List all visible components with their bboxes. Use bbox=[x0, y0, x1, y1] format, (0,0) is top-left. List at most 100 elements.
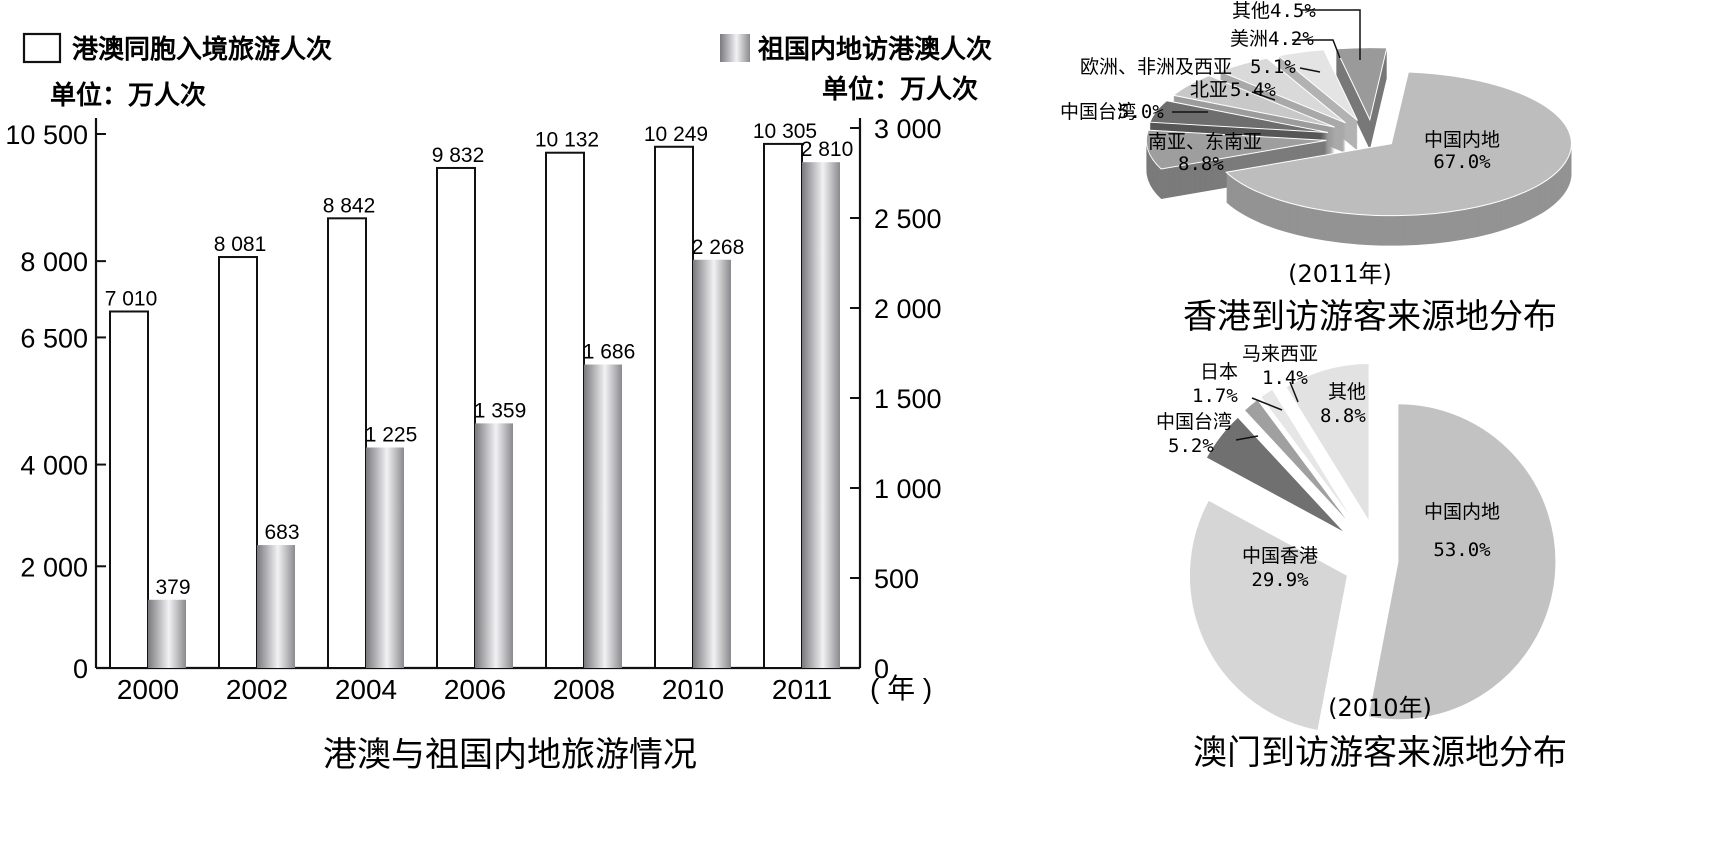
x-tick-label: 2011 bbox=[772, 674, 832, 705]
x-tick-label: 2008 bbox=[553, 674, 615, 705]
mo-label-japan: 日本 bbox=[1200, 361, 1238, 383]
x-tick-label: 2004 bbox=[335, 674, 397, 705]
right-tick-label: 500 bbox=[874, 564, 919, 594]
bar-series2 bbox=[693, 259, 731, 668]
hk-leader-north-asia bbox=[1251, 91, 1276, 101]
bar-series2 bbox=[366, 447, 404, 668]
bar-marks: 7 010 379 8 081 683 8 842 1 225 9 832 1 359 10 1… bbox=[105, 120, 854, 670]
hk-leader-europe bbox=[1299, 67, 1321, 73]
mo-pct-malaysia: 1.4% bbox=[1262, 367, 1308, 389]
hk-label-mainland: 中国内地 bbox=[1424, 129, 1500, 151]
mo-pct-other: 8.8% bbox=[1320, 405, 1366, 427]
bar-series1 bbox=[109, 310, 149, 669]
hk-slice bbox=[1218, 57, 1346, 124]
hk-slice bbox=[1225, 71, 1572, 217]
right-axis-ticks: 0 500 1 000 1 500 2 000 2 500 3 000 bbox=[850, 114, 942, 684]
right-tick-label: 0 bbox=[874, 654, 889, 684]
bar-chart-title: 港澳与祖国内地旅游情况 bbox=[323, 735, 697, 775]
x-unit-label: ( 年 ) bbox=[870, 673, 932, 704]
legend-label-series1: 港澳同胞入境旅游人次 bbox=[72, 34, 332, 65]
data-label-series2: 2 810 bbox=[801, 138, 854, 161]
data-label-series2: 1 359 bbox=[474, 399, 527, 422]
bar-chart: 港澳同胞入境旅游人次 单位：万人次 祖国内地访港澳人次 单位：万人次 0 2 00… bbox=[5, 32, 992, 775]
data-label-series1: 9 832 bbox=[432, 144, 485, 167]
data-label-series2: 2 268 bbox=[692, 236, 745, 259]
mo-leader-malaysia bbox=[1289, 381, 1299, 403]
mo-leader-taiwan bbox=[1235, 435, 1259, 441]
mo-slice bbox=[1367, 403, 1557, 721]
right-tick-label: 3 000 bbox=[874, 114, 942, 144]
mo-pct-hongkong: 29.9% bbox=[1251, 569, 1309, 591]
bar-series2 bbox=[148, 599, 186, 668]
left-axis-ticks: 0 2 000 4 000 6 500 8 000 10 500 bbox=[5, 120, 106, 684]
hk-slice bbox=[1172, 75, 1335, 128]
mo-pct-japan: 1.7% bbox=[1192, 385, 1238, 407]
mo-pie-subtitle: (2010年) bbox=[1328, 694, 1432, 722]
mo-pct-mainland: 53.0% bbox=[1433, 539, 1491, 561]
hk-pie-title: 香港到访游客来源地分布 bbox=[1183, 297, 1557, 337]
bar-series1 bbox=[218, 256, 258, 669]
left-tick-label: 2 000 bbox=[20, 552, 88, 582]
hk-pie-slices bbox=[1145, 47, 1572, 246]
mo-slice bbox=[1260, 388, 1356, 524]
hk-label-americas: 美洲 bbox=[1230, 28, 1268, 50]
hk-slice bbox=[1277, 49, 1358, 121]
right-tick-label: 1 500 bbox=[874, 384, 942, 414]
bar-series1 bbox=[654, 145, 694, 669]
unit-label-right: 单位：万人次 bbox=[822, 74, 978, 105]
hk-pct-north-asia: 5.4% bbox=[1230, 79, 1276, 101]
mo-leader-japan bbox=[1251, 397, 1283, 411]
unit-label-left: 单位：万人次 bbox=[50, 80, 206, 111]
bar-series1 bbox=[763, 142, 803, 670]
hk-pct-taiwan: 5.0% bbox=[1118, 101, 1164, 123]
left-tick-label: 6 500 bbox=[20, 323, 88, 353]
hk-label-south-asia: 南亚、东南亚 bbox=[1148, 131, 1262, 153]
hk-pct-americas: 4.2% bbox=[1268, 28, 1314, 50]
bar-series2 bbox=[475, 423, 513, 668]
hk-leader-other bbox=[1302, 9, 1361, 60]
hk-slice bbox=[1145, 129, 1327, 170]
x-axis-ticks: 2000 2002 2004 2006 2008 2010 2011 bbox=[117, 674, 832, 705]
x-tick-label: 2002 bbox=[226, 674, 288, 705]
x-tick-label: 2000 bbox=[117, 674, 179, 705]
mo-pct-taiwan: 5.2% bbox=[1168, 435, 1214, 457]
mo-label-taiwan: 中国台湾 bbox=[1156, 411, 1232, 433]
bar-series1 bbox=[436, 166, 476, 669]
right-tick-label: 2 000 bbox=[874, 294, 942, 324]
right-tick-label: 1 000 bbox=[874, 474, 942, 504]
data-label-series1: 10 305 bbox=[753, 120, 817, 143]
hk-label-europe: 欧洲、非洲及西亚 bbox=[1080, 56, 1232, 78]
mo-label-malaysia: 马来西亚 bbox=[1242, 343, 1318, 365]
data-label-series1: 10 132 bbox=[535, 129, 599, 152]
bar-series1 bbox=[545, 151, 585, 669]
hk-pct-other: 4.5% bbox=[1270, 0, 1316, 22]
hk-pct-europe: 5.1% bbox=[1250, 56, 1296, 78]
hk-leader-americas bbox=[1292, 39, 1341, 59]
mo-slice bbox=[1285, 362, 1370, 524]
hk-label-north-asia: 北亚 bbox=[1190, 79, 1228, 101]
x-tick-label: 2006 bbox=[444, 674, 506, 705]
mo-slice bbox=[1205, 416, 1346, 534]
data-label-series2: 683 bbox=[264, 521, 299, 544]
bar-series2 bbox=[257, 545, 295, 668]
legend-swatch-series2 bbox=[720, 34, 750, 62]
hk-pie-subtitle: (2011年) bbox=[1288, 260, 1392, 288]
data-label-series2: 1 686 bbox=[583, 341, 636, 364]
data-label-series1: 7 010 bbox=[105, 287, 158, 310]
left-tick-label: 10 500 bbox=[5, 120, 88, 150]
data-label-series1: 8 842 bbox=[323, 194, 376, 217]
mo-label-mainland: 中国内地 bbox=[1424, 501, 1500, 523]
bar-series2 bbox=[584, 364, 622, 668]
hk-slice bbox=[1149, 100, 1329, 134]
data-label-series1: 8 081 bbox=[214, 233, 267, 256]
hk-pie-chart: 其他 4.5% 美洲 4.2% 欧洲、非洲及西亚 5.1% 北亚 5.4% 中国… bbox=[1060, 0, 1572, 337]
mo-label-hongkong: 中国香港 bbox=[1242, 545, 1318, 567]
hk-pct-mainland: 67.0% bbox=[1433, 151, 1491, 173]
mo-slice bbox=[1189, 499, 1349, 732]
legend-swatch-series1 bbox=[22, 32, 62, 64]
data-label-series1: 10 249 bbox=[644, 123, 708, 146]
hk-label-taiwan: 中国台湾 bbox=[1060, 101, 1136, 123]
macau-pie-slices bbox=[1189, 362, 1557, 732]
data-label-series2: 379 bbox=[155, 576, 190, 599]
